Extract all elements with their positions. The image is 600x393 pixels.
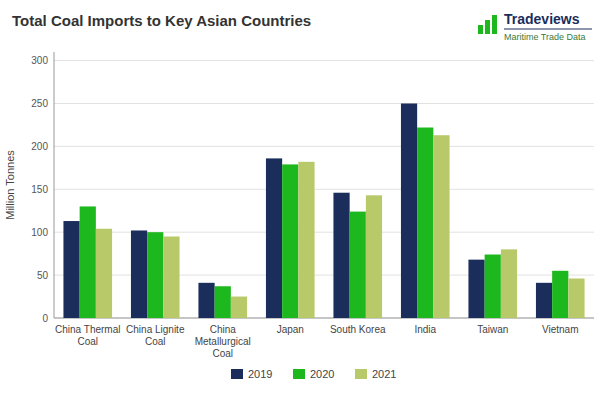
- grid-line: [54, 189, 594, 190]
- bar: [552, 271, 568, 318]
- bar: [417, 128, 433, 318]
- tick-label: 300: [31, 55, 48, 66]
- bar: [147, 232, 163, 318]
- tick-label: 150: [31, 184, 48, 195]
- bar: [298, 162, 314, 318]
- tick-label: South Korea: [330, 324, 386, 335]
- tick-label: China LigniteCoal: [126, 324, 185, 347]
- tick-label: 250: [31, 98, 48, 109]
- tick-label: Vietnam: [542, 324, 579, 335]
- legend-swatch: [293, 369, 305, 379]
- annotation: Maritime Trade Data: [504, 32, 586, 42]
- legend: 2019 2020 2021: [231, 368, 396, 380]
- logo-icon: [485, 20, 490, 34]
- bars: [63, 103, 584, 318]
- bar: [96, 229, 112, 318]
- bar: [501, 249, 517, 318]
- bar: [468, 260, 484, 318]
- bar: [215, 286, 231, 318]
- logo-icon: [492, 15, 497, 34]
- y-axis: [54, 52, 55, 318]
- tick-label: Japan: [277, 324, 304, 335]
- tick-label: China ThermalCoal: [55, 324, 120, 347]
- bar: [433, 135, 449, 318]
- tick-label: Taiwan: [477, 324, 508, 335]
- grid-line: [54, 146, 594, 147]
- logo-icon: [478, 25, 483, 34]
- grid-line: [54, 60, 594, 61]
- bar: [536, 283, 552, 318]
- grid-line: [54, 103, 594, 104]
- bar: [266, 158, 282, 318]
- legend-entry: 2020: [310, 368, 334, 380]
- axis-label: Million Tonnes: [4, 150, 16, 220]
- bar: [333, 193, 349, 318]
- bar: [485, 255, 501, 318]
- title: Total Coal Imports to Key Asian Countrie…: [12, 12, 311, 29]
- bar: [63, 221, 79, 318]
- bar: [163, 236, 179, 318]
- tick-label: ChinaMetallurgicalCoal: [195, 324, 251, 359]
- legend-entry: 2019: [248, 368, 272, 380]
- legend-swatch: [355, 369, 367, 379]
- tick-label: 50: [37, 270, 49, 281]
- bar: [282, 164, 298, 318]
- annotation: Tradeviews: [504, 11, 580, 27]
- bar: [131, 230, 147, 318]
- bar: [350, 212, 366, 318]
- tick-label: 200: [31, 141, 48, 152]
- logo: Tradeviews Maritime Trade Data: [478, 11, 592, 42]
- bar: [401, 103, 417, 318]
- bar: [231, 297, 247, 318]
- bar: [366, 195, 382, 318]
- tick-label: 0: [42, 313, 48, 324]
- legend-entry: 2021: [372, 368, 396, 380]
- tick-label: India: [414, 324, 436, 335]
- legend-swatch: [231, 369, 243, 379]
- tick-label: 100: [31, 227, 48, 238]
- bar: [198, 283, 214, 318]
- bar: [568, 279, 584, 318]
- chart: Total Coal Imports to Key Asian Countrie…: [0, 0, 600, 393]
- bar: [80, 206, 96, 318]
- logo-rule: [504, 28, 592, 29]
